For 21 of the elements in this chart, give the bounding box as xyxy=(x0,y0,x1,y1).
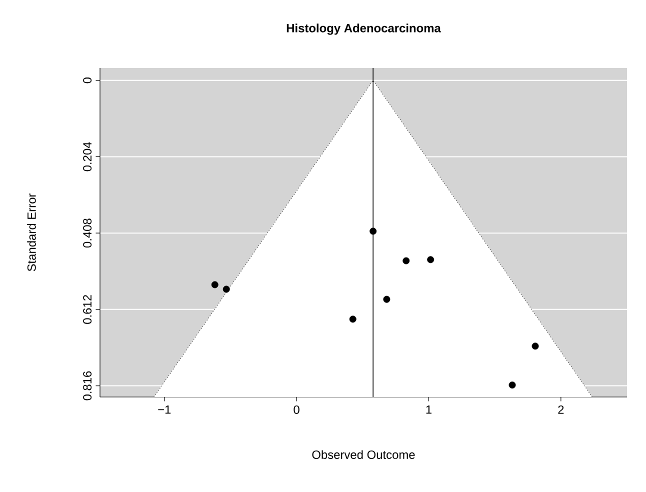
point xyxy=(349,316,356,323)
point xyxy=(370,228,377,235)
y-tick-label: 0 xyxy=(83,77,92,84)
point xyxy=(402,257,410,264)
y-tick-label: 0.612 xyxy=(83,295,92,324)
x-tick-label: −1 xyxy=(158,405,171,414)
point xyxy=(508,382,516,389)
x-tick-label: 0 xyxy=(294,405,300,414)
point xyxy=(383,296,390,303)
y-tick-label: 0.408 xyxy=(83,218,92,248)
point xyxy=(532,342,539,350)
y-tick-label: 0.816 xyxy=(83,371,92,400)
x-tick-label: 2 xyxy=(558,405,564,414)
x-axis-title: Observed Outcome xyxy=(312,450,415,459)
point xyxy=(211,281,218,288)
chart-title: Histology Adenocarcinoma xyxy=(286,24,441,35)
y-axis-title: Standard Error xyxy=(27,194,36,272)
point xyxy=(222,286,230,293)
x-tick-label: 1 xyxy=(426,405,432,414)
point xyxy=(427,256,434,264)
y-tick-label: 0.204 xyxy=(83,142,92,172)
